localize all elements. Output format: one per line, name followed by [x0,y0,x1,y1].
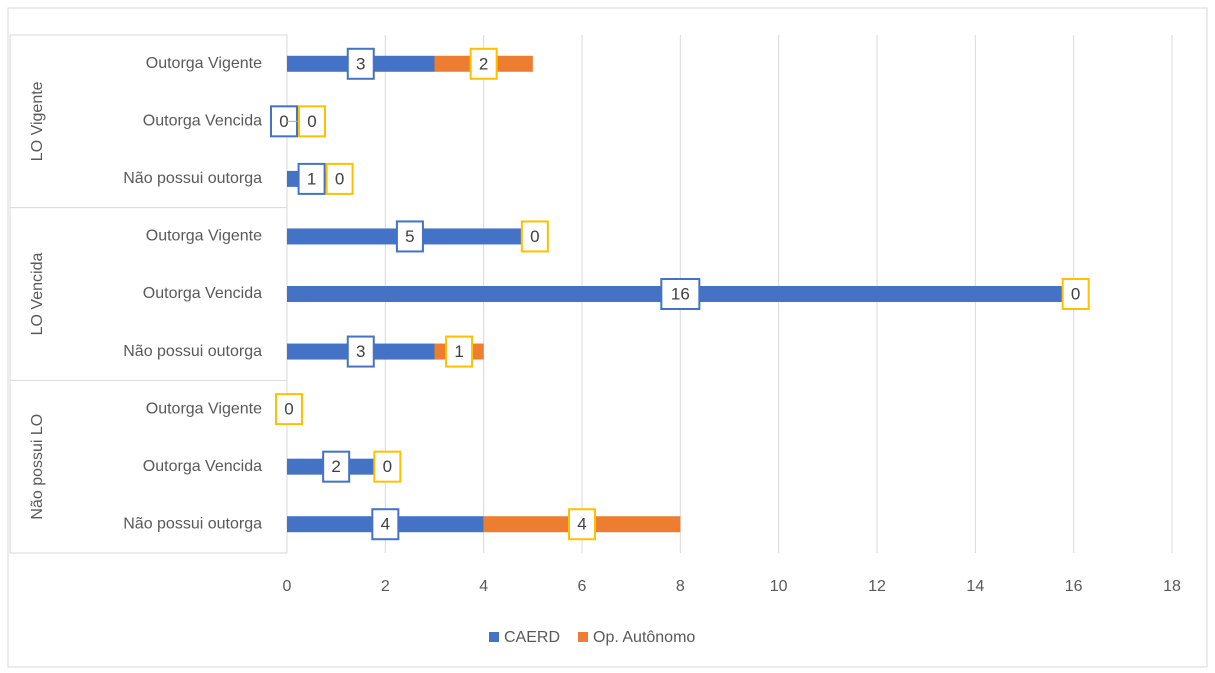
data-label-box [373,450,402,483]
labels: 3 20 01 05 016 03 102 04 4 [270,47,1090,541]
data-label: 1 [454,342,463,361]
data-label: 0 [279,112,288,131]
group-label: LO Vigente [29,81,46,161]
data-label-box [1061,278,1090,310]
data-label-box [445,335,474,368]
x-tick-label: 4 [479,578,488,595]
data-label-box [395,220,424,253]
data-label: 5 [405,227,414,246]
y-tick-label: Outorga Vencida [143,458,262,475]
x-tick-label: 10 [770,578,788,595]
y-tick-label: Não possui outorga [123,343,262,360]
x-tick-label: 8 [676,578,685,595]
data-label-box [297,162,326,195]
data-label-box [371,508,400,541]
y-tick-label: Outorga Vigente [146,400,262,417]
y-tick-label: Outorga Vencida [143,285,262,302]
data-label-box [469,47,498,80]
chart-border [7,7,1208,668]
x-tick-label: 16 [1065,578,1083,595]
data-label: 2 [331,457,340,476]
y-tick-label: Outorga Vigente [146,228,262,245]
data-label-box [275,393,303,426]
data-label: 0 [383,457,392,476]
group-label: LO Vencida [29,253,46,336]
data-label-box [346,47,375,80]
data-label-box [346,335,375,368]
data-label: 4 [577,515,586,534]
data-label-box [520,220,549,253]
y-tick-label: Não possui outorga [123,515,262,532]
legend-label: CAERD [504,629,560,646]
data-label-box [298,105,326,138]
data-label: 1 [307,169,316,188]
data-label: 0 [335,169,344,188]
data-label: 16 [671,284,690,303]
legend-label: Op. Autônomo [593,629,695,646]
data-label: 3 [356,342,365,361]
legend-swatch [578,632,589,642]
group-label: Não possui LO [29,414,46,520]
data-label-box [660,278,701,310]
data-label-box [322,450,351,483]
data-label-box [325,162,354,195]
data-label: 0 [307,112,316,131]
data-label-box [568,508,596,541]
x-tick-label: 14 [966,578,984,595]
x-tick-label: 6 [578,578,587,595]
legend-swatch [489,632,499,642]
x-tick-label: 12 [868,578,886,595]
data-label: 4 [381,515,390,534]
x-tick-label: 2 [381,578,390,595]
y-tick-label: Outorga Vencida [143,113,262,130]
data-label: 0 [1071,284,1080,303]
y-tick-label: Não possui outorga [123,170,262,187]
data-label: 0 [530,227,539,246]
data-label: 0 [284,400,293,419]
x-tick-label: 0 [283,578,292,595]
data-label: 3 [356,54,365,73]
y-tick-label: Outorga Vigente [146,55,262,72]
x-tick-label: 18 [1163,578,1181,595]
data-label: 2 [479,54,488,73]
